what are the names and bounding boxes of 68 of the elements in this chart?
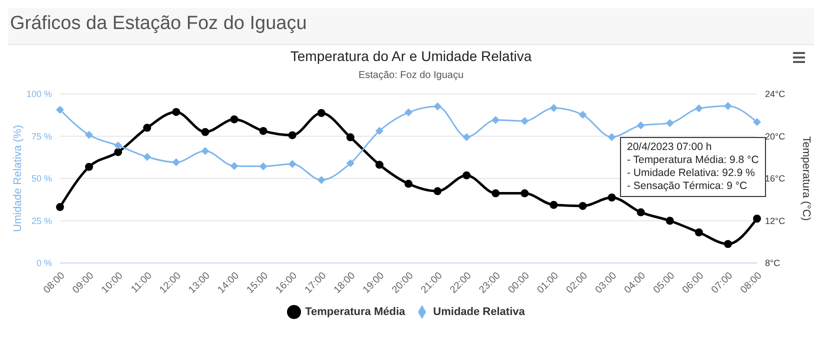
y2-tick-label: 8°C [765,258,781,268]
point [230,162,238,170]
point [172,158,180,166]
point [636,121,645,130]
point [288,131,296,140]
point [434,102,442,110]
point [492,116,500,124]
point [608,194,616,202]
point [550,104,558,112]
point [724,240,732,248]
point [434,187,442,196]
y-tick-label: 0 % [36,258,52,268]
legend-label: Temperatura Média [305,306,406,318]
chart-subtitle: Estação: Foz do Iguaçu [357,70,465,81]
annotation: 20/4/2023 07:00 h - Temperatura Média: 9.8 °C - Umidade Relativa: 92.9 % - Sensação Térmica: 9 °C [620,137,766,197]
point [666,119,674,128]
point [694,228,703,236]
point [143,124,152,132]
y2-tick-label: 12°C [765,216,786,226]
point [114,142,122,150]
y-tick-label: 100 % [26,89,52,100]
point [114,148,122,156]
point [375,126,384,135]
point [230,115,238,124]
point [201,146,210,155]
point [724,102,732,110]
y2-tick-label: 20°C [765,131,786,142]
point [346,159,354,168]
point [404,108,412,116]
point [608,133,616,142]
point [172,108,180,116]
point [201,128,210,136]
chart-title: Temperatura do Ar e Umidade Relativa [289,48,533,64]
y-axis-title: Umidade Relativa (%) [12,125,24,232]
point [520,189,529,198]
point [578,202,587,210]
point [520,117,529,126]
y2-axis-title: Temperatura (°C) [800,136,812,221]
point [636,208,645,216]
point [143,152,152,161]
point [492,189,500,198]
text: Gráficos da Estação Foz do Iguaçu [10,13,307,34]
point [375,160,384,169]
point [404,180,412,188]
point [550,200,558,209]
y2-tick-label: 24°C [765,89,786,100]
y-tick-label: 50 % [31,174,52,184]
point [462,171,471,180]
point [578,110,587,119]
point [317,176,326,184]
y2-tick-label: 16°C [765,174,786,184]
point [753,118,761,126]
point [346,133,354,142]
point [56,106,64,114]
point [85,162,94,171]
y-tick-label: 75 % [31,131,52,142]
point [56,203,64,212]
point [259,162,268,170]
point [666,216,674,225]
point [462,133,471,142]
y-tick-label: 25 % [31,216,52,226]
legend-label: Umidade Relativa [433,306,525,318]
point [317,109,326,118]
point [85,130,94,139]
point [694,104,703,112]
point [753,214,761,223]
point [288,160,296,168]
point [259,126,268,135]
